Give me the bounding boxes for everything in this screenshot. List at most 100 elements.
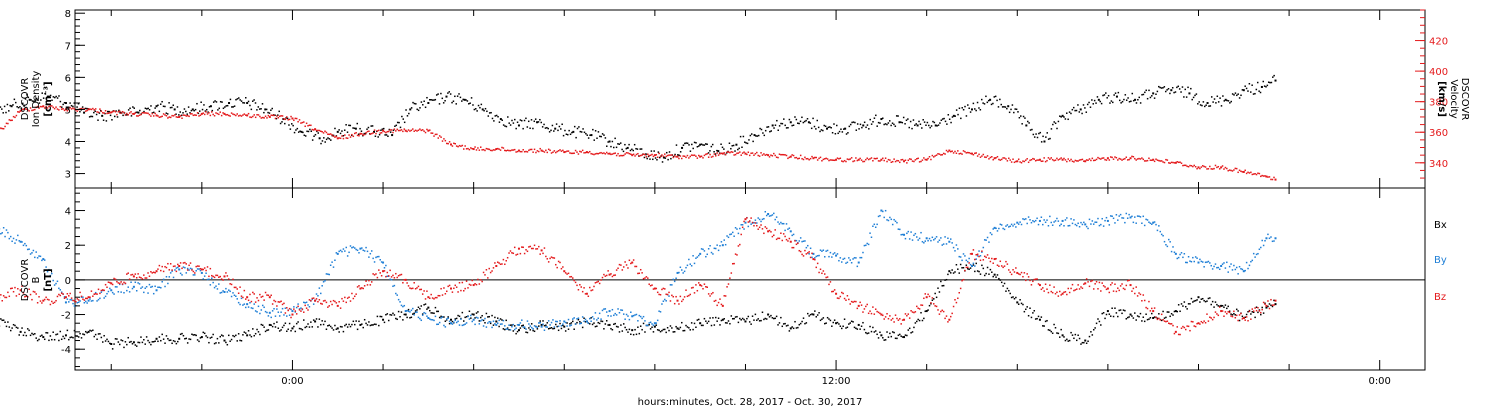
by-sample: [904, 237, 907, 240]
ion-density-sample: [755, 135, 757, 137]
by-sample: [720, 241, 723, 243]
by-sample: [1073, 219, 1075, 221]
bx-sample: [356, 328, 359, 331]
ion-density-sample: [1267, 81, 1270, 83]
bx-sample: [55, 333, 57, 336]
ion-density-point: [1152, 92, 1155, 95]
ion-density-sample: [76, 106, 78, 108]
velocity-sample: [934, 155, 936, 157]
velocity-sample: [1221, 165, 1224, 167]
ion-density-sample: [203, 104, 205, 106]
bx-sample: [26, 328, 29, 330]
velocity-sample: [1118, 157, 1120, 160]
by-sample: [639, 315, 642, 318]
bz-sample: [911, 311, 914, 313]
bx-sample: [577, 318, 580, 321]
bz-point: [1129, 284, 1132, 287]
bz-sample: [11, 287, 13, 289]
velocity-sample: [811, 155, 813, 158]
bz-sample: [58, 293, 60, 296]
bx-sample: [303, 319, 305, 321]
bz-sample: [866, 303, 868, 306]
ion-density-sample: [147, 107, 149, 110]
bx-sample: [1047, 329, 1050, 331]
bz-sample: [344, 296, 346, 299]
ion-density-sample: [484, 107, 487, 110]
bz-sample: [739, 243, 741, 246]
bx-sample: [487, 316, 489, 318]
by-sample: [429, 318, 431, 320]
ion-density-sample: [693, 141, 696, 144]
bz-sample: [603, 273, 605, 276]
ion-density-sample: [664, 157, 667, 159]
bx-sample: [236, 340, 238, 342]
velocity-sample: [396, 128, 398, 131]
by-sample: [89, 298, 91, 300]
bx-sample: [1092, 328, 1095, 331]
by-sample: [355, 248, 357, 251]
bx-sample: [29, 334, 32, 337]
bx-sample: [515, 332, 517, 335]
velocity-sample: [179, 115, 182, 117]
velocity-sample: [710, 156, 713, 158]
by-sample: [574, 323, 577, 325]
velocity-sample: [846, 158, 849, 160]
ion-density-sample: [426, 96, 428, 99]
by-sample: [669, 284, 672, 286]
bx-point: [948, 270, 951, 273]
ion-density-sample: [26, 94, 28, 96]
velocity-point: [563, 151, 566, 154]
bx-sample: [390, 314, 393, 316]
velocity-sample: [66, 110, 69, 112]
ion-density-sample: [164, 105, 166, 108]
bx-sample: [941, 285, 944, 287]
ion-density-sample: [856, 123, 859, 125]
velocity-sample: [705, 153, 707, 156]
bx-sample: [945, 278, 948, 281]
ion-density-sample: [1045, 136, 1047, 138]
ion-density-sample: [785, 127, 788, 129]
bx-sample: [642, 322, 645, 325]
bx-sample: [1260, 313, 1262, 316]
velocity-sample: [853, 160, 856, 162]
by-sample: [334, 259, 336, 262]
bz-sample: [348, 296, 350, 298]
bx-sample: [104, 340, 107, 342]
bx-sample: [220, 334, 223, 336]
ion-density-sample: [462, 98, 464, 101]
bz-sample: [765, 227, 768, 230]
bz-sample: [1091, 279, 1094, 282]
velocity-sample: [1257, 172, 1259, 174]
velocity-sample: [41, 105, 43, 108]
velocity-sample: [164, 114, 166, 116]
by-sample: [632, 314, 635, 317]
bx-sample: [622, 323, 625, 325]
ion-density-sample: [576, 127, 579, 130]
ion-density-sample: [465, 99, 467, 101]
bz-sample: [304, 304, 306, 307]
bz-sample: [574, 281, 577, 284]
bz-sample: [157, 268, 159, 270]
bz-sample: [729, 277, 731, 279]
by-sample: [325, 273, 328, 275]
ion-density-point: [626, 146, 629, 149]
by-sample: [294, 311, 297, 313]
bx-sample: [620, 324, 622, 326]
by-sample: [1273, 240, 1275, 242]
by-sample: [840, 261, 843, 263]
by-sample: [1022, 218, 1024, 220]
velocity-sample: [1143, 160, 1146, 162]
bx-sample: [1145, 313, 1147, 315]
ion-density-sample: [806, 118, 809, 120]
velocity-sample: [24, 108, 26, 110]
by-sample: [567, 318, 570, 321]
by-sample: [104, 295, 107, 298]
velocity-sample: [528, 149, 530, 152]
ion-density-point: [572, 130, 575, 133]
bz-sample: [681, 300, 683, 303]
bz-sample: [1124, 288, 1126, 291]
bz-point: [495, 265, 498, 267]
by-sample: [883, 216, 885, 219]
by-sample: [931, 236, 934, 239]
ion-density-point: [753, 134, 756, 137]
